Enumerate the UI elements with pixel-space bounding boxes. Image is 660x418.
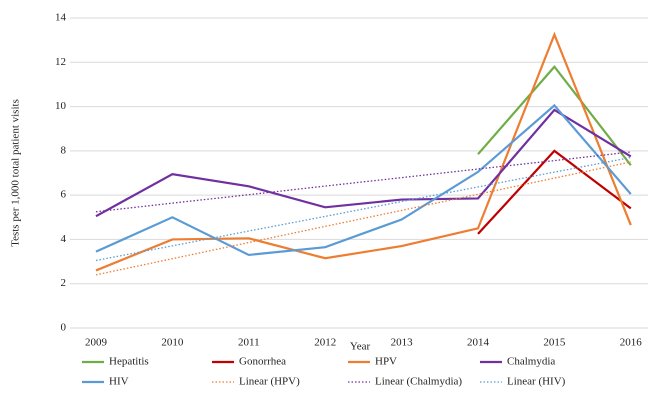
legend-label: HPV — [375, 356, 397, 368]
y-tick-label: 14 — [55, 12, 67, 24]
x-tick-label: 2009 — [85, 337, 108, 349]
series-line — [95, 108, 632, 218]
legend-label: Hepatitis — [109, 356, 149, 368]
legend-label: Linear (HIV) — [507, 376, 566, 388]
y-tick-label: 6 — [61, 189, 67, 201]
y-tick-label: 8 — [61, 144, 67, 156]
y-tick-label: 2 — [61, 277, 67, 289]
legend-label: Gonorrhea — [239, 356, 286, 368]
series-line — [95, 161, 631, 276]
series-line — [95, 31, 632, 272]
y-tick-label: 0 — [61, 322, 67, 334]
legend-label: Linear (HPV) — [239, 376, 300, 388]
x-tick-label: 2011 — [238, 337, 260, 349]
x-axis-label: Year — [350, 341, 371, 353]
y-axis-label: Tests per 1,000 total patient visits — [10, 99, 22, 247]
series-line — [477, 149, 632, 235]
series-line — [95, 156, 631, 262]
legend-label: HIV — [109, 376, 129, 388]
x-tick-label: 2012 — [314, 337, 336, 349]
series-line — [477, 64, 632, 166]
y-tick-label: 12 — [55, 56, 66, 68]
x-tick-label: 2010 — [161, 337, 184, 349]
series-line — [95, 103, 632, 257]
x-tick-label: 2013 — [391, 337, 414, 349]
x-tick-label: 2014 — [467, 337, 490, 349]
legend-label: Linear (Chalmydia) — [375, 376, 462, 388]
y-tick-label: 10 — [55, 100, 67, 112]
y-tick-label: 4 — [61, 233, 67, 245]
series-line — [95, 151, 631, 213]
x-tick-label: 2016 — [620, 337, 643, 349]
legend-label: Chalmydia — [507, 356, 555, 368]
x-tick-label: 2015 — [543, 337, 566, 349]
